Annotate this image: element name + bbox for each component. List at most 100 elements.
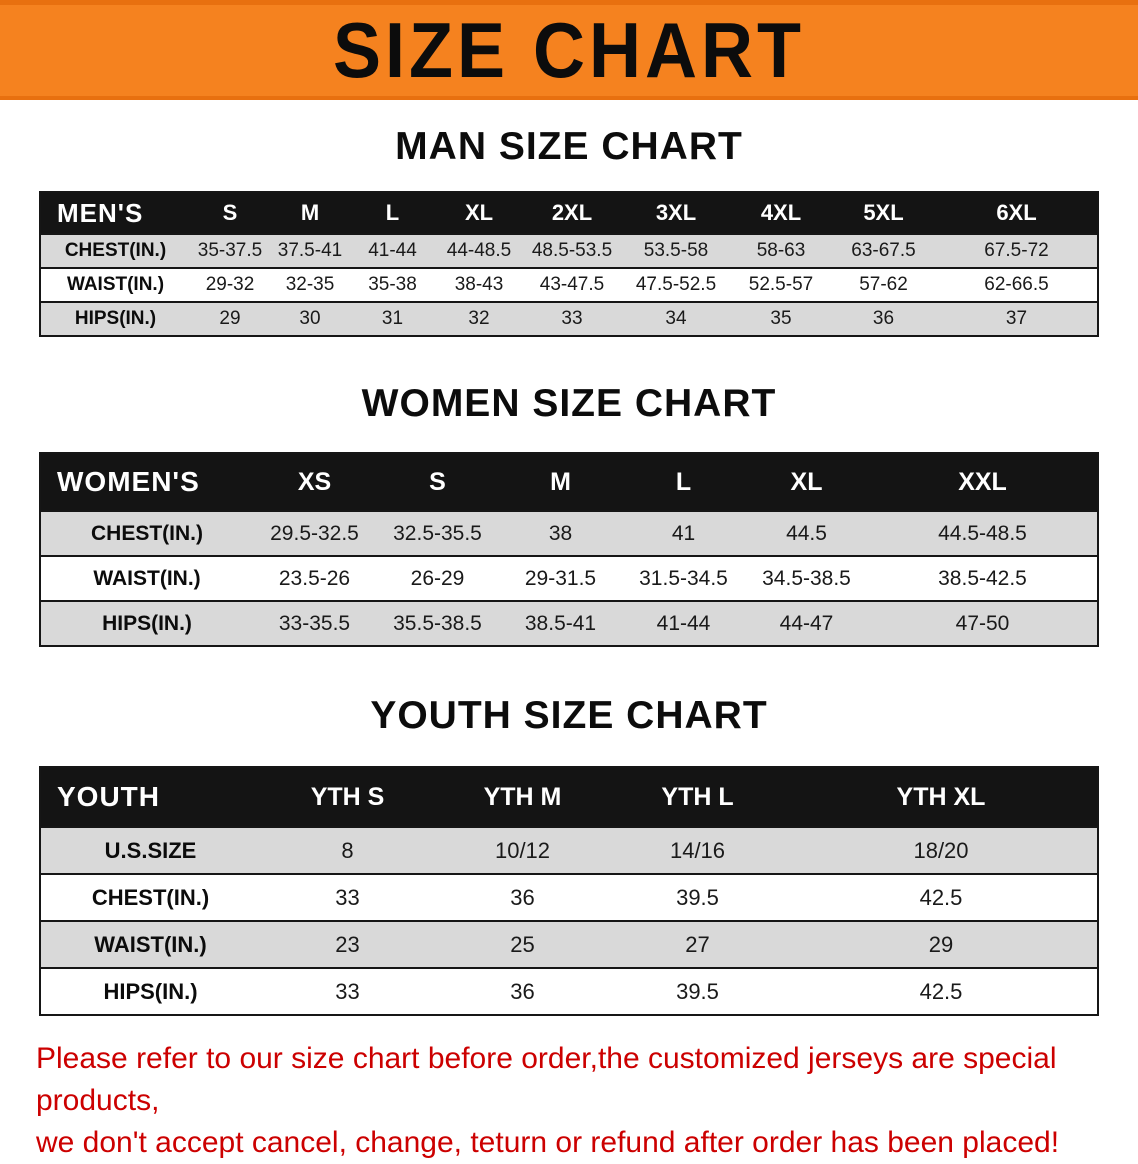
cell: 62-66.5 [936,267,1098,302]
cell: 8 [260,826,435,874]
men-section-title: MAN SIZE CHART [395,125,743,168]
disclaimer-line-2: we don't accept cancel, change, teturn o… [36,1126,1060,1159]
cell: 37 [936,301,1098,336]
cell: 36 [435,873,610,921]
cell: 33 [260,967,435,1015]
row-label: CHEST(IN.) [40,510,253,556]
cell: 44.5 [745,510,868,556]
men-size-column-header: L [350,192,435,234]
cell: 33 [523,301,621,336]
cell: 38.5-42.5 [868,555,1098,601]
cell: 39.5 [610,873,785,921]
row-label: HIPS(IN.) [40,600,253,646]
cell: 33-35.5 [253,600,376,646]
youth-size-column-header: YTH XL [785,767,1098,827]
cell: 34 [621,301,731,336]
cell: 47-50 [868,600,1098,646]
men-size-table: MEN'S S M L XL 2XL 3XL 4XL 5XL 6XL CHEST(IN.) 35-37… [39,191,1099,337]
cell: 41 [622,510,745,556]
cell: 44.5-48.5 [868,510,1098,556]
women-size-column-header: XS [253,453,376,511]
cell: 29.5-32.5 [253,510,376,556]
row-label: WAIST(IN.) [40,920,260,968]
row-label: CHEST(IN.) [40,233,190,268]
youth-section-title: YOUTH SIZE CHART [370,694,768,737]
youth-size-table: YOUTH YTH S YTH M YTH L YTH XL U.S.SIZE 8 10/12… [39,766,1099,1016]
cell: 57-62 [831,267,936,302]
cell: 44-48.5 [435,233,523,268]
cell: 48.5-53.5 [523,233,621,268]
cell: 10/12 [435,826,610,874]
men-size-column-header: 3XL [621,192,731,234]
cell: 23.5-26 [253,555,376,601]
women-size-column-header: XXL [868,453,1098,511]
youth-corner-label: YOUTH [40,767,260,827]
page-title: SIZE CHART [333,7,805,94]
cell: 33 [260,873,435,921]
cell: 34.5-38.5 [745,555,868,601]
women-size-column-header: S [376,453,499,511]
youth-section: YOUTH SIZE CHART YOUTH YTH S YTH M YTH L YTH… [0,693,1138,1016]
cell: 27 [610,920,785,968]
cell: 31.5-34.5 [622,555,745,601]
cell: 52.5-57 [731,267,831,302]
cell: 53.5-58 [621,233,731,268]
women-size-table: WOMEN'S XS S M L XL XXL CHEST(IN.) 29.5-32.5 32.5… [39,452,1099,647]
cell: 38-43 [435,267,523,302]
cell: 44-47 [745,600,868,646]
women-table-row: HIPS(IN.) 33-35.5 35.5-38.5 38.5-41 41-44 44-… [40,600,1098,646]
men-table-row: CHEST(IN.) 35-37.5 37.5-41 41-44 44-48.5 48.5… [40,233,1098,268]
row-label: WAIST(IN.) [40,267,190,302]
women-size-column-header: M [499,453,622,511]
banner: SIZE CHART [0,0,1138,100]
youth-table-row: CHEST(IN.) 33 36 39.5 42.5 [40,873,1098,921]
men-size-column-header: M [270,192,350,234]
cell: 43-47.5 [523,267,621,302]
women-table-row: WAIST(IN.) 23.5-26 26-29 29-31.5 31.5-34.5 34… [40,555,1098,601]
cell: 63-67.5 [831,233,936,268]
cell: 42.5 [785,967,1098,1015]
women-size-column-header: L [622,453,745,511]
men-corner-label: MEN'S [40,192,190,234]
cell: 35-37.5 [190,233,270,268]
men-size-column-header: S [190,192,270,234]
cell: 39.5 [610,967,785,1015]
cell: 41-44 [350,233,435,268]
women-corner-label: WOMEN'S [40,453,253,511]
cell: 18/20 [785,826,1098,874]
youth-size-column-header: YTH L [610,767,785,827]
cell: 29-31.5 [499,555,622,601]
disclaimer-line-1: Please refer to our size chart before or… [36,1042,1057,1117]
row-label: HIPS(IN.) [40,967,260,1015]
cell: 29 [190,301,270,336]
cell: 23 [260,920,435,968]
cell: 47.5-52.5 [621,267,731,302]
row-label: CHEST(IN.) [40,873,260,921]
women-table-row: CHEST(IN.) 29.5-32.5 32.5-35.5 38 41 44.5 44.5… [40,510,1098,556]
youth-table-row: HIPS(IN.) 33 36 39.5 42.5 [40,967,1098,1015]
youth-size-column-header: YTH M [435,767,610,827]
women-section: WOMEN SIZE CHART WOMEN'S XS S M L XL XXL CHEST(… [0,381,1138,647]
men-size-column-header: 6XL [936,192,1098,234]
row-label: HIPS(IN.) [40,301,190,336]
cell: 35.5-38.5 [376,600,499,646]
men-header-row: MEN'S S M L XL 2XL 3XL 4XL 5XL 6XL [40,192,1098,234]
cell: 35-38 [350,267,435,302]
cell: 38.5-41 [499,600,622,646]
cell: 26-29 [376,555,499,601]
row-label: U.S.SIZE [40,826,260,874]
cell: 41-44 [622,600,745,646]
youth-size-column-header: YTH S [260,767,435,827]
cell: 29 [785,920,1098,968]
cell: 36 [831,301,936,336]
men-section: MAN SIZE CHART MEN'S S M L XL 2XL 3XL 4XL 5XL 6XL… [0,124,1138,337]
cell: 35 [731,301,831,336]
cell: 32 [435,301,523,336]
cell: 32-35 [270,267,350,302]
cell: 29-32 [190,267,270,302]
content: MAN SIZE CHART MEN'S S M L XL 2XL 3XL 4XL 5XL 6XL… [0,124,1138,1164]
cell: 67.5-72 [936,233,1098,268]
men-size-column-header: 5XL [831,192,936,234]
youth-table-row: U.S.SIZE 8 10/12 14/16 18/20 [40,826,1098,874]
